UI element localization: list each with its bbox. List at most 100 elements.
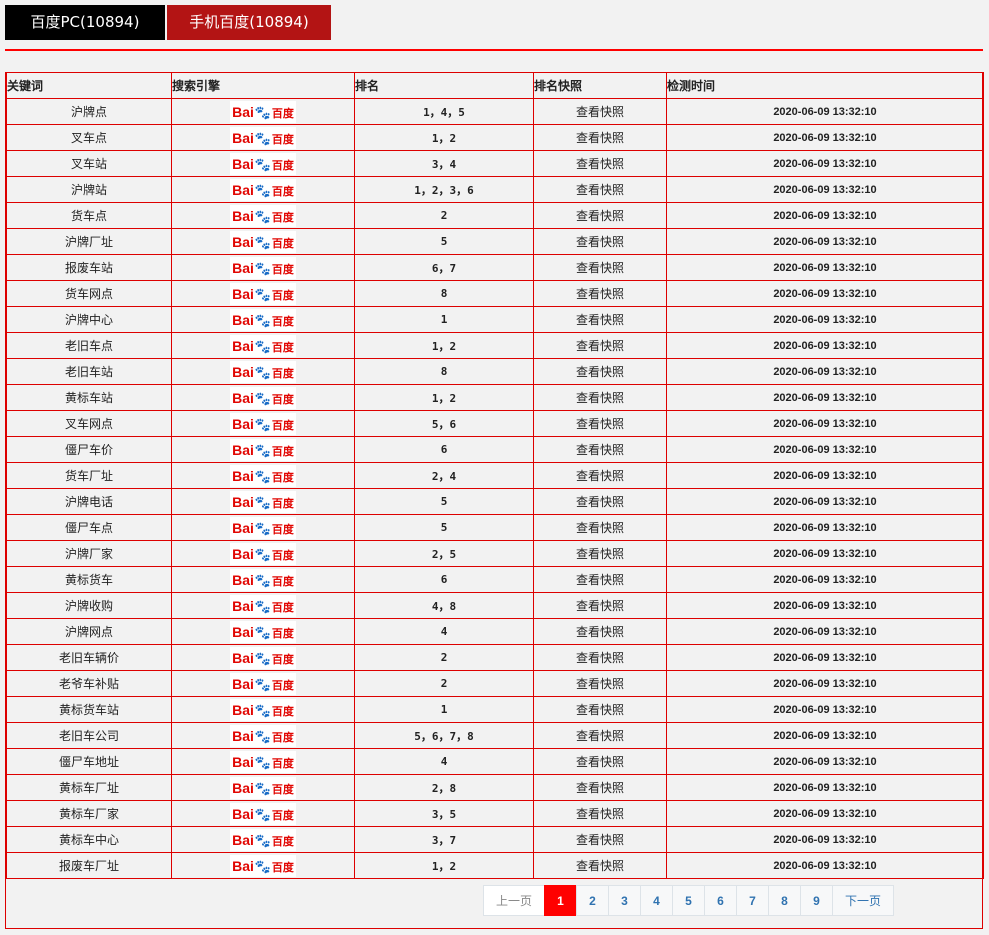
rank-cell: 3，7 (354, 826, 534, 853)
page-2-button[interactable]: 2 (576, 885, 609, 916)
rank-cell: 1，2 (354, 384, 534, 411)
baidu-logo: Bai🐾百度 (230, 282, 296, 305)
snapshot-link[interactable]: 查看快照 (533, 124, 667, 151)
snapshot-link[interactable]: 查看快照 (533, 254, 667, 281)
rank-cell: 3，4 (354, 150, 534, 177)
keyword-cell: 叉车点 (6, 124, 172, 151)
table-row: 叉车网点 Bai🐾百度 5，6 查看快照 2020-06-09 13:32:10 (6, 410, 984, 437)
keyword-cell: 老旧车公司 (6, 722, 172, 749)
engine-cell: Bai🐾百度 (171, 774, 355, 801)
page-1-button[interactable]: 1 (544, 885, 577, 916)
snapshot-link[interactable]: 查看快照 (533, 436, 667, 463)
table-row: 叉车站 Bai🐾百度 3，4 查看快照 2020-06-09 13:32:10 (6, 150, 984, 177)
prev-page-button[interactable]: 上一页 (483, 885, 545, 916)
rank-cell: 1，4，5 (354, 98, 534, 125)
rank-cell: 5，6，7，8 (354, 722, 534, 749)
table-row: 货车厂址 Bai🐾百度 2，4 查看快照 2020-06-09 13:32:10 (6, 462, 984, 489)
keyword-cell: 沪牌站 (6, 176, 172, 203)
keyword-cell: 黄标车厂家 (6, 800, 172, 827)
snapshot-link[interactable]: 查看快照 (533, 566, 667, 593)
keyword-cell: 报废车厂址 (6, 852, 172, 879)
engine-cell: Bai🐾百度 (171, 280, 355, 307)
keyword-cell: 黄标车中心 (6, 826, 172, 853)
snapshot-link[interactable]: 查看快照 (533, 696, 667, 723)
time-cell: 2020-06-09 13:32:10 (666, 306, 984, 333)
engine-cell: Bai🐾百度 (171, 670, 355, 697)
snapshot-link[interactable]: 查看快照 (533, 670, 667, 697)
header-rank: 排名 (354, 72, 534, 99)
baidu-logo: Bai🐾百度 (230, 204, 296, 227)
rank-cell: 1，2 (354, 852, 534, 879)
time-cell: 2020-06-09 13:32:10 (666, 280, 984, 307)
page-4-button[interactable]: 4 (640, 885, 673, 916)
rank-cell: 4，8 (354, 592, 534, 619)
snapshot-link[interactable]: 查看快照 (533, 176, 667, 203)
snapshot-link[interactable]: 查看快照 (533, 488, 667, 515)
snapshot-link[interactable]: 查看快照 (533, 358, 667, 385)
engine-cell: Bai🐾百度 (171, 488, 355, 515)
snapshot-link[interactable]: 查看快照 (533, 540, 667, 567)
rank-cell: 1，2 (354, 124, 534, 151)
keyword-cell: 沪牌厂址 (6, 228, 172, 255)
next-page-button[interactable]: 下一页 (832, 885, 894, 916)
page-5-button[interactable]: 5 (672, 885, 705, 916)
page-9-button[interactable]: 9 (800, 885, 833, 916)
engine-cell: Bai🐾百度 (171, 618, 355, 645)
engine-cell: Bai🐾百度 (171, 306, 355, 333)
time-cell: 2020-06-09 13:32:10 (666, 436, 984, 463)
snapshot-link[interactable]: 查看快照 (533, 462, 667, 489)
table-header: 关键词 搜索引擎 排名 排名快照 检测时间 (6, 72, 984, 99)
snapshot-link[interactable]: 查看快照 (533, 722, 667, 749)
snapshot-link[interactable]: 查看快照 (533, 852, 667, 879)
snapshot-link[interactable]: 查看快照 (533, 98, 667, 125)
snapshot-link[interactable]: 查看快照 (533, 514, 667, 541)
snapshot-link[interactable]: 查看快照 (533, 826, 667, 853)
page-7-button[interactable]: 7 (736, 885, 769, 916)
table-row: 黄标货车站 Bai🐾百度 1 查看快照 2020-06-09 13:32:10 (6, 696, 984, 723)
snapshot-link[interactable]: 查看快照 (533, 280, 667, 307)
snapshot-link[interactable]: 查看快照 (533, 748, 667, 775)
keyword-cell: 黄标货车 (6, 566, 172, 593)
baidu-logo: Bai🐾百度 (230, 776, 296, 799)
rank-cell: 1，2 (354, 332, 534, 359)
snapshot-link[interactable]: 查看快照 (533, 410, 667, 437)
table-row: 沪牌厂家 Bai🐾百度 2，5 查看快照 2020-06-09 13:32:10 (6, 540, 984, 567)
snapshot-link[interactable]: 查看快照 (533, 202, 667, 229)
time-cell: 2020-06-09 13:32:10 (666, 488, 984, 515)
snapshot-link[interactable]: 查看快照 (533, 384, 667, 411)
page-8-button[interactable]: 8 (768, 885, 801, 916)
snapshot-link[interactable]: 查看快照 (533, 228, 667, 255)
engine-cell: Bai🐾百度 (171, 826, 355, 853)
table-row: 沪牌网点 Bai🐾百度 4 查看快照 2020-06-09 13:32:10 (6, 618, 984, 645)
snapshot-link[interactable]: 查看快照 (533, 150, 667, 177)
table-row: 叉车点 Bai🐾百度 1，2 查看快照 2020-06-09 13:32:10 (6, 124, 984, 151)
engine-cell: Bai🐾百度 (171, 332, 355, 359)
rank-cell: 2，5 (354, 540, 534, 567)
tab-baidu-pc[interactable]: 百度PC(10894) (5, 5, 165, 40)
snapshot-link[interactable]: 查看快照 (533, 618, 667, 645)
baidu-logo: Bai🐾百度 (230, 334, 296, 357)
table-row: 老爷车补贴 Bai🐾百度 2 查看快照 2020-06-09 13:32:10 (6, 670, 984, 697)
snapshot-link[interactable]: 查看快照 (533, 774, 667, 801)
rank-cell: 2，8 (354, 774, 534, 801)
table-row: 报废车站 Bai🐾百度 6，7 查看快照 2020-06-09 13:32:10 (6, 254, 984, 281)
snapshot-link[interactable]: 查看快照 (533, 306, 667, 333)
rank-cell: 2 (354, 670, 534, 697)
keyword-cell: 叉车网点 (6, 410, 172, 437)
engine-cell: Bai🐾百度 (171, 436, 355, 463)
page-6-button[interactable]: 6 (704, 885, 737, 916)
snapshot-link[interactable]: 查看快照 (533, 592, 667, 619)
snapshot-link[interactable]: 查看快照 (533, 644, 667, 671)
baidu-logo: Bai🐾百度 (230, 152, 296, 175)
keyword-cell: 沪牌网点 (6, 618, 172, 645)
snapshot-link[interactable]: 查看快照 (533, 800, 667, 827)
page-3-button[interactable]: 3 (608, 885, 641, 916)
time-cell: 2020-06-09 13:32:10 (666, 254, 984, 281)
baidu-logo: Bai🐾百度 (230, 308, 296, 331)
tab-baidu-mobile[interactable]: 手机百度(10894) (167, 5, 331, 40)
keyword-cell: 叉车站 (6, 150, 172, 177)
rank-cell: 1 (354, 696, 534, 723)
time-cell: 2020-06-09 13:32:10 (666, 384, 984, 411)
snapshot-link[interactable]: 查看快照 (533, 332, 667, 359)
rank-cell: 2 (354, 644, 534, 671)
